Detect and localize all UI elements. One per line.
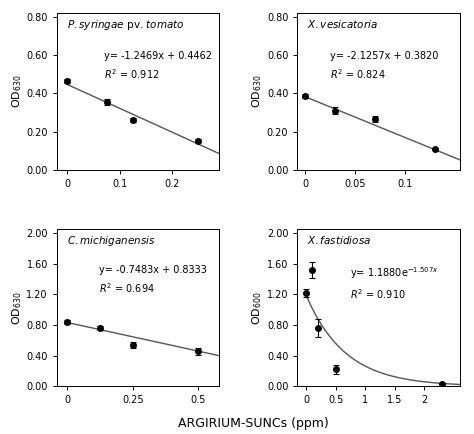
Text: $P. syringae$ pv. $tomato$: $P. syringae$ pv. $tomato$ [67,18,184,32]
Text: ARGIRIUM-SUNCs (ppm): ARGIRIUM-SUNCs (ppm) [178,417,329,430]
Text: $X. fastidiosa$: $X. fastidiosa$ [307,234,371,246]
Y-axis label: OD$_{630}$: OD$_{630}$ [10,291,24,325]
Text: y= 1.1880e$^{-1.507x}$
$R^2$ = 0.910: y= 1.1880e$^{-1.507x}$ $R^2$ = 0.910 [350,266,439,301]
Text: y= -0.7483x + 0.8333
$R^2$ = 0.694: y= -0.7483x + 0.8333 $R^2$ = 0.694 [99,266,207,295]
Y-axis label: OD$_{630}$: OD$_{630}$ [250,75,264,108]
Y-axis label: OD$_{630}$: OD$_{630}$ [10,75,24,108]
Text: y= -2.1257x + 0.3820
$R^2$ = 0.824: y= -2.1257x + 0.3820 $R^2$ = 0.824 [330,51,438,81]
Text: $X. vesicatoria$: $X. vesicatoria$ [307,18,378,30]
Y-axis label: OD$_{600}$: OD$_{600}$ [250,291,264,325]
Text: $C. michiganensis$: $C. michiganensis$ [67,234,155,248]
Text: y= -1.2469x + 0.4462
$R^2$ = 0.912: y= -1.2469x + 0.4462 $R^2$ = 0.912 [104,51,212,81]
